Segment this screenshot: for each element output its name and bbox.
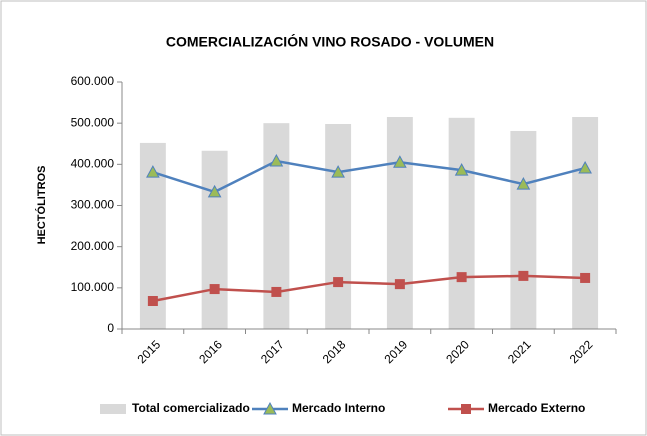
line-marker	[269, 153, 284, 167]
legend-swatch	[100, 404, 126, 414]
y-tick-label: 600.000	[71, 74, 115, 88]
line-marker	[263, 401, 277, 415]
line-marker	[578, 160, 592, 174]
bar	[201, 150, 228, 329]
line-marker	[454, 163, 469, 176]
bar	[572, 116, 599, 329]
line-marker	[331, 165, 345, 178]
line-marker	[456, 272, 467, 283]
y-tick-label: 500.000	[71, 115, 115, 129]
line-marker	[580, 272, 591, 283]
line-marker	[147, 296, 158, 307]
line-marker	[271, 286, 282, 297]
chart-title: COMERCIALIZACIÓN VINO ROSADO - VOLUMEN	[166, 33, 494, 50]
line-marker	[209, 284, 220, 295]
legend-label: Total comercializado	[132, 401, 250, 415]
y-tick-label: 100.000	[71, 280, 115, 294]
y-tick-label: 400.000	[71, 157, 115, 171]
line-marker	[461, 404, 471, 414]
line-marker	[393, 155, 407, 168]
line-marker	[146, 165, 160, 178]
line-marker	[333, 277, 344, 288]
line-marker	[518, 270, 529, 281]
line-marker	[394, 279, 405, 290]
y-tick-label: 0	[107, 321, 114, 335]
line-marker	[207, 184, 222, 198]
bar	[448, 117, 475, 329]
y-axis-title: HECTÓLITROS	[35, 166, 48, 245]
y-tick-label: 200.000	[71, 239, 115, 253]
y-tick-label: 300.000	[71, 198, 115, 212]
bar	[510, 130, 537, 329]
line	[152, 274, 586, 303]
legend-label: Mercado Interno	[292, 401, 385, 415]
bar	[386, 116, 413, 329]
line-marker	[516, 177, 531, 190]
line	[152, 159, 586, 194]
bar	[325, 123, 352, 330]
legend-label: Mercado Externo	[488, 401, 585, 415]
